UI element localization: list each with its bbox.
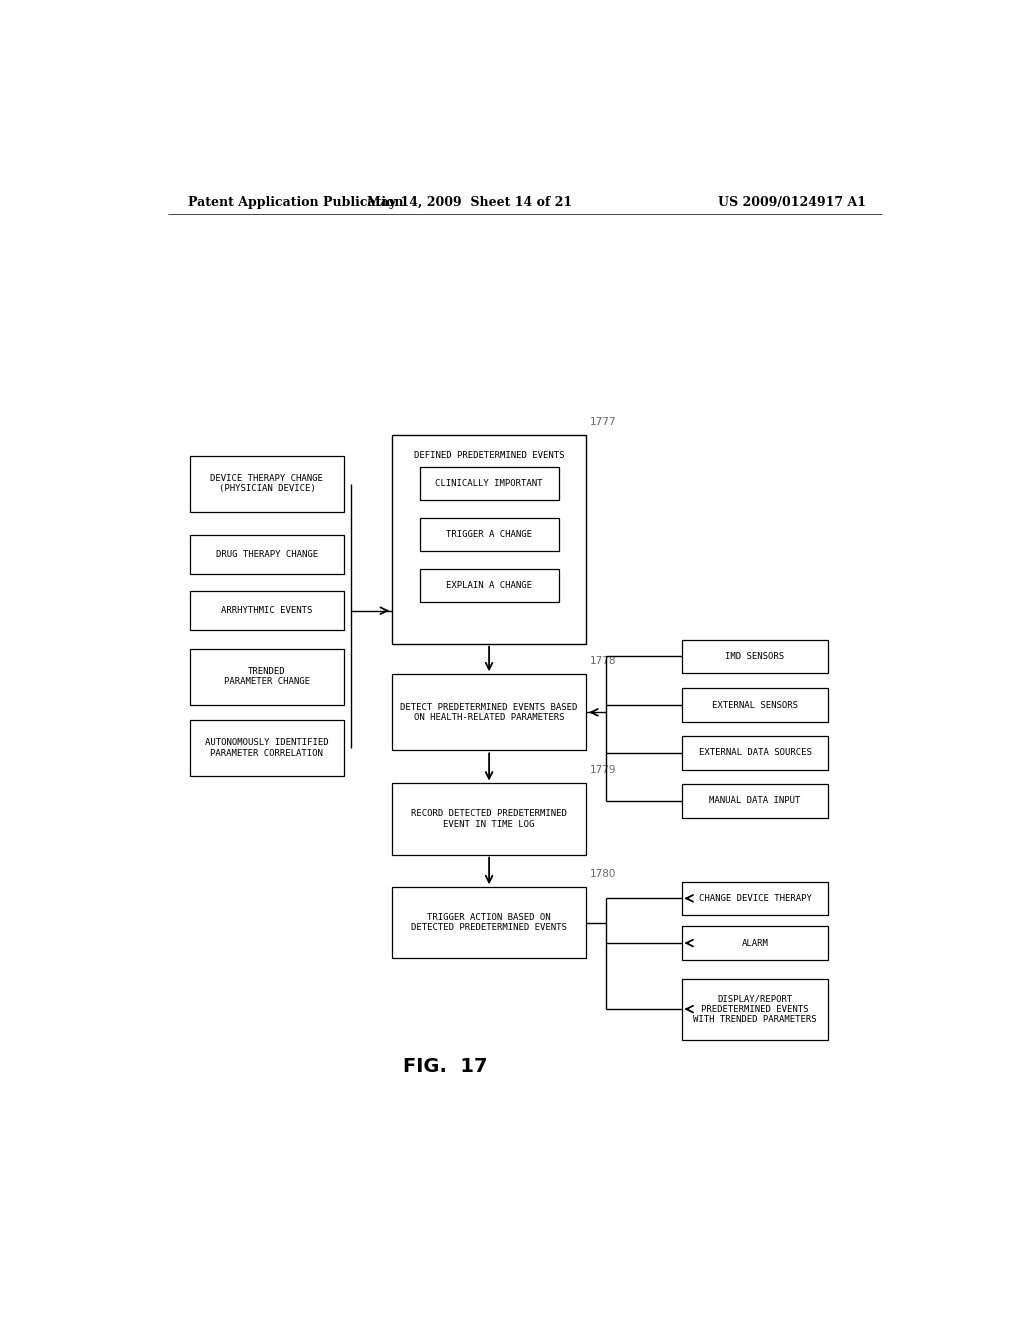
FancyBboxPatch shape	[189, 719, 344, 776]
FancyBboxPatch shape	[420, 569, 558, 602]
FancyBboxPatch shape	[682, 689, 828, 722]
Text: EXTERNAL SENSORS: EXTERNAL SENSORS	[712, 701, 798, 710]
FancyBboxPatch shape	[682, 737, 828, 770]
Text: 1777: 1777	[590, 417, 616, 428]
FancyBboxPatch shape	[392, 436, 587, 644]
Text: IMD SENSORS: IMD SENSORS	[725, 652, 784, 661]
Text: CHANGE DEVICE THERAPY: CHANGE DEVICE THERAPY	[698, 894, 811, 903]
FancyBboxPatch shape	[392, 784, 587, 854]
Text: Patent Application Publication: Patent Application Publication	[187, 195, 403, 209]
FancyBboxPatch shape	[392, 887, 587, 958]
FancyBboxPatch shape	[682, 640, 828, 673]
Text: DEFINED PREDETERMINED EVENTS: DEFINED PREDETERMINED EVENTS	[414, 451, 564, 461]
FancyBboxPatch shape	[392, 675, 587, 751]
Text: DRUG THERAPY CHANGE: DRUG THERAPY CHANGE	[216, 550, 317, 560]
Text: TRIGGER A CHANGE: TRIGGER A CHANGE	[446, 529, 532, 539]
Text: RECORD DETECTED PREDETERMINED
EVENT IN TIME LOG: RECORD DETECTED PREDETERMINED EVENT IN T…	[412, 809, 567, 829]
Text: TRIGGER ACTION BASED ON
DETECTED PREDETERMINED EVENTS: TRIGGER ACTION BASED ON DETECTED PREDETE…	[412, 913, 567, 932]
FancyBboxPatch shape	[682, 927, 828, 960]
Text: CLINICALLY IMPORTANT: CLINICALLY IMPORTANT	[435, 479, 543, 488]
Text: 1780: 1780	[590, 869, 616, 879]
FancyBboxPatch shape	[682, 978, 828, 1040]
FancyBboxPatch shape	[189, 649, 344, 705]
FancyBboxPatch shape	[189, 455, 344, 512]
Text: TRENDED
PARAMETER CHANGE: TRENDED PARAMETER CHANGE	[224, 667, 310, 686]
FancyBboxPatch shape	[420, 467, 558, 500]
FancyBboxPatch shape	[189, 591, 344, 630]
FancyBboxPatch shape	[420, 517, 558, 552]
Text: DISPLAY/REPORT
PREDETERMINED EVENTS
WITH TRENDED PARAMETERS: DISPLAY/REPORT PREDETERMINED EVENTS WITH…	[693, 994, 817, 1024]
Text: 1779: 1779	[590, 766, 616, 775]
FancyBboxPatch shape	[682, 784, 828, 817]
Text: 1778: 1778	[590, 656, 616, 667]
Text: FIG.  17: FIG. 17	[403, 1056, 487, 1076]
Text: EXTERNAL DATA SOURCES: EXTERNAL DATA SOURCES	[698, 748, 811, 758]
Text: DETECT PREDETERMINED EVENTS BASED
ON HEALTH-RELATED PARAMETERS: DETECT PREDETERMINED EVENTS BASED ON HEA…	[400, 702, 578, 722]
Text: DEVICE THERAPY CHANGE
(PHYSICIAN DEVICE): DEVICE THERAPY CHANGE (PHYSICIAN DEVICE)	[211, 474, 324, 494]
Text: ALARM: ALARM	[741, 939, 768, 948]
Text: May 14, 2009  Sheet 14 of 21: May 14, 2009 Sheet 14 of 21	[367, 195, 571, 209]
Text: MANUAL DATA INPUT: MANUAL DATA INPUT	[710, 796, 801, 805]
Text: EXPLAIN A CHANGE: EXPLAIN A CHANGE	[446, 581, 532, 590]
Text: AUTONOMOUSLY IDENTIFIED
PARAMETER CORRELATION: AUTONOMOUSLY IDENTIFIED PARAMETER CORREL…	[205, 738, 329, 758]
Text: ARRHYTHMIC EVENTS: ARRHYTHMIC EVENTS	[221, 606, 312, 615]
FancyBboxPatch shape	[189, 536, 344, 574]
FancyBboxPatch shape	[682, 882, 828, 915]
Text: US 2009/0124917 A1: US 2009/0124917 A1	[718, 195, 866, 209]
